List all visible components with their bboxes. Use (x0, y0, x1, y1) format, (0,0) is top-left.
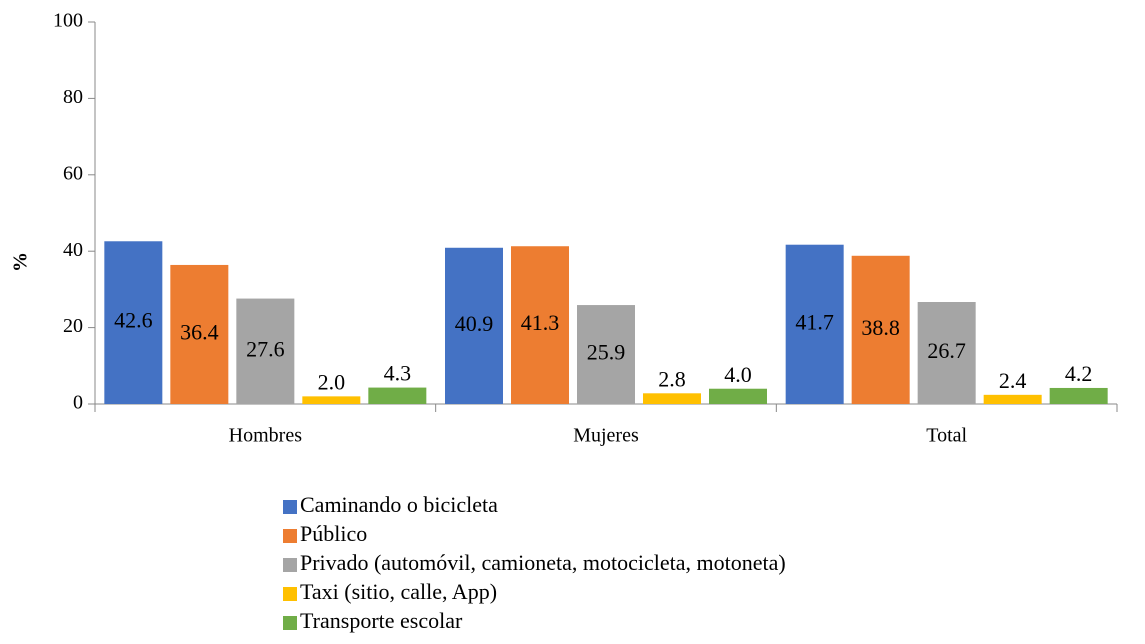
data-label: 41.7 (795, 309, 834, 334)
bar (368, 387, 427, 404)
y-tick-label: 60 (63, 162, 83, 184)
data-label: 25.9 (587, 340, 626, 365)
data-label: 4.3 (384, 361, 412, 386)
data-label: 2.4 (999, 368, 1027, 393)
bar (785, 244, 844, 404)
bar (445, 247, 503, 404)
bar (917, 302, 976, 404)
bar (577, 305, 635, 404)
data-label: 27.6 (246, 336, 285, 361)
data-label: 4.2 (1065, 361, 1093, 386)
bar (511, 246, 569, 404)
data-label: 41.3 (521, 310, 560, 335)
legend-swatch (283, 529, 297, 543)
legend-label: Público (300, 521, 367, 546)
legend-swatch (283, 616, 297, 630)
x-tick-label: Hombres (229, 425, 303, 447)
data-label: 2.0 (318, 369, 346, 394)
bar (236, 298, 295, 404)
data-label: 42.6 (114, 308, 153, 333)
x-tick-label: Mujeres (573, 425, 639, 447)
y-tick-label: 20 (63, 315, 83, 337)
y-tick-label: 100 (53, 10, 83, 32)
legend-swatch (283, 500, 297, 514)
bar (709, 388, 767, 404)
data-label: 4.0 (724, 362, 752, 387)
y-tick-label: 40 (63, 239, 83, 261)
legend-label: Caminando o bicicleta (300, 492, 498, 517)
legend-swatch (283, 558, 297, 572)
data-label: 26.7 (927, 338, 966, 363)
legend-swatch (283, 587, 297, 601)
legend-label: Privado (automóvil, camioneta, motocicle… (300, 550, 786, 575)
bar (851, 255, 910, 404)
legend-label: Taxi (sitio, calle, App) (300, 579, 497, 604)
data-label: 40.9 (455, 311, 494, 336)
bar (104, 241, 163, 404)
bar (643, 393, 701, 404)
data-label: 2.8 (658, 366, 686, 391)
y-tick-label: 0 (73, 392, 83, 414)
bar (302, 396, 361, 404)
bar (983, 394, 1042, 404)
y-axis-label: % (10, 252, 32, 272)
data-label: 36.4 (180, 320, 219, 345)
data-label: 38.8 (861, 315, 900, 340)
x-tick-label: Total (926, 425, 967, 447)
bar (1049, 387, 1108, 404)
legend-label: Transporte escolar (300, 608, 463, 633)
y-tick-label: 80 (63, 86, 83, 108)
bar (170, 264, 229, 404)
